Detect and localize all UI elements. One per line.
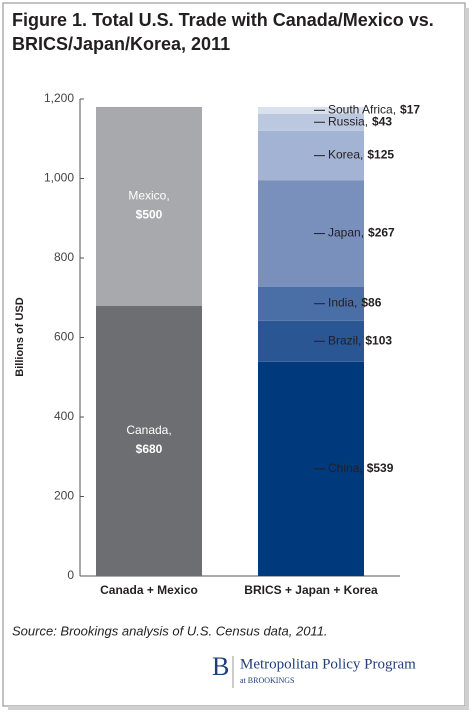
logo-name: Metropolitan Policy Program [240,656,416,672]
y-axis-label: Billions of USD [14,297,26,377]
y-tick-label: 200 [54,489,74,503]
chart-title: Figure 1. Total U.S. Trade with Canada/M… [12,10,434,54]
bar-segment [258,130,364,181]
frame-shadow [8,706,469,710]
y-tick-label: 800 [54,250,74,264]
segment-name: Russia, [328,114,368,128]
logo-sub: at BROOKINGS [240,676,294,685]
bar-segment [258,361,364,576]
value-label: $17 [400,103,420,117]
bar-segment [258,106,364,114]
value-label: $86 [361,296,381,310]
value-label: $43 [372,114,392,128]
bar-segment [96,106,202,306]
x-tick-label: Canada + Mexico [100,583,198,597]
value-label: $500 [136,207,163,221]
segment-name: South Africa, [328,103,396,117]
x-tick-label: BRICS + Japan + Korea [244,583,378,597]
frame-shadow [465,8,469,709]
bar-segment [258,286,364,321]
y-tick-label: 1,200 [44,91,74,105]
source: Source: Brookings analysis of U.S. Censu… [12,623,328,638]
segment-label: South Africa, $17 [328,103,420,117]
segment-label: China, $539 [328,461,394,475]
value-label: $103 [365,333,392,347]
segment-label: Mexico, [128,188,169,202]
value-label: $680 [136,442,163,456]
segment-label: Japan, $267 [328,226,395,240]
segment-name: China, [328,461,363,475]
value-label: $125 [367,148,394,162]
y-tick-label: 1,000 [44,171,74,185]
value-label: $267 [368,226,395,240]
y-tick-label: 400 [54,409,74,423]
y-tick-label: 0 [67,568,74,582]
segment-label: Russia, $43 [328,114,392,128]
segment-label: Canada, [126,423,171,437]
logo-mark: B [212,652,229,681]
segment-label: Korea, $125 [328,148,394,162]
y-tick-label: 600 [54,330,74,344]
segment-name: Brazil, [328,333,361,347]
bar-segment [258,113,364,131]
segment-name: India, [328,296,357,310]
bar-segment [258,180,364,287]
segment-name: Korea, [328,148,363,162]
segment-label: India, $86 [328,296,382,310]
segment-name: Japan, [328,226,364,240]
value-label: $539 [367,461,394,475]
segment-label: Brazil, $103 [328,333,392,347]
title-box: Figure 1. Total U.S. Trade with Canada/M… [12,10,434,54]
bar-segment [258,320,364,362]
bar-segment [96,305,202,576]
